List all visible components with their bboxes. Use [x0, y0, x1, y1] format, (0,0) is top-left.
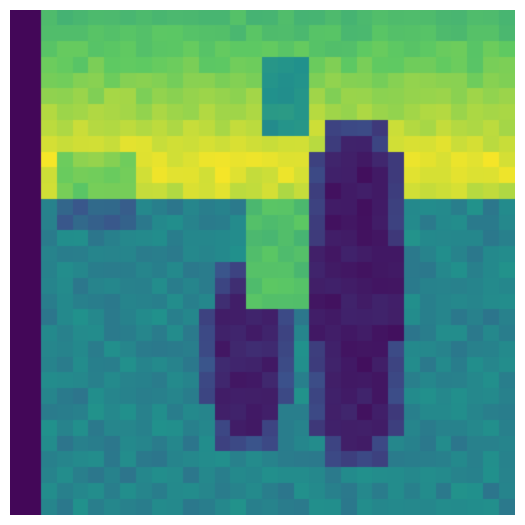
image-frame — [10, 10, 515, 515]
pixel-heatmap-image — [10, 10, 515, 515]
